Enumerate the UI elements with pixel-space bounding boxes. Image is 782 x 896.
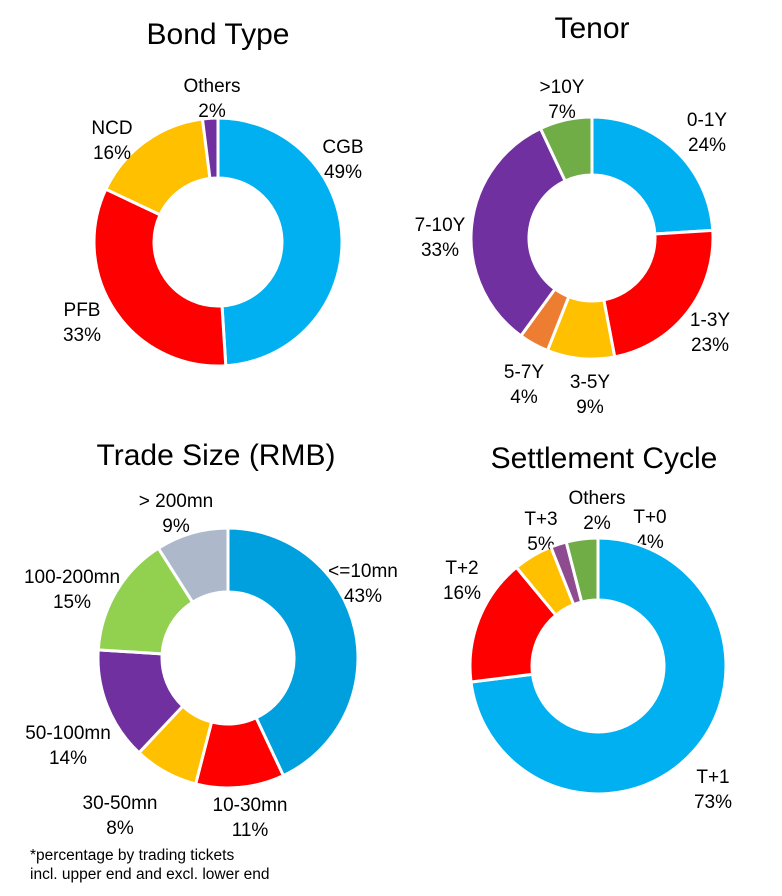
footnote-line-2: incl. upper end and excl. lower end [30, 866, 270, 883]
trade-size-label-10mn: <=10mn 43% [328, 561, 398, 607]
tenor-slice-1-3y [602, 228, 715, 359]
bond-type-title: Bond Type [147, 18, 290, 51]
trade-size-slice-200mn [156, 526, 230, 605]
bond-type-chart: Bond Type CGB 49% PFB 33% NCD 16% Others 2% [63, 18, 364, 368]
bond-type-label-pfb: PFB 33% [63, 300, 101, 346]
tenor-label-1-3y: 1-3Y 23% [690, 310, 730, 356]
trade-size-title: Trade Size (RMB) [97, 439, 336, 472]
bond-type-label-others: Others 2% [183, 76, 240, 122]
tenor-label-5-7y: 5-7Y 4% [504, 362, 544, 408]
footnote-line-1: *percentage by trading tickets [30, 847, 235, 864]
tenor-label-10y: >10Y 7% [540, 77, 585, 123]
footnote: *percentage by trading tickets incl. upp… [30, 846, 270, 884]
tenor-chart: Tenor 0-1Y 24% 1-3Y 23% 3-5Y 9% 5-7Y 4% 7-10Y 33% >… [415, 12, 731, 418]
settlement-cycle-title: Settlement Cycle [491, 442, 718, 475]
tenor-slice-7-10y [469, 126, 568, 338]
settlement-cycle-chart: Settlement Cycle T+0 4% T+1 73% T+2 16% T+3 5% Ot… [443, 442, 732, 813]
tenor-title: Tenor [554, 12, 629, 45]
tenor-label-7-10y: 7-10Y 33% [415, 215, 466, 261]
bond-type-slice-others [200, 116, 220, 181]
trade-size-label-10-30mn: 10-30mn 11% [213, 795, 288, 841]
bond-type-label-ncd: NCD 16% [91, 118, 132, 164]
settlement-cycle-label-others: Others 2% [568, 488, 625, 534]
tenor-label-0-1y: 0-1Y 24% [687, 110, 727, 156]
trade-size-label-50-100mn: 50-100mn 14% [25, 723, 111, 769]
tenor-label-3-5y: 3-5Y 9% [570, 372, 610, 418]
trade-size-chart: Trade Size (RMB) <=10mn 43% 10-30mn 11% 30-50… [24, 439, 398, 841]
settlement-cycle-label-t-0: T+0 4% [633, 507, 666, 553]
bond-type-label-cgb: CGB 49% [322, 137, 363, 183]
bond-type-slice-pfb [92, 187, 228, 368]
tenor-slice-10y [538, 115, 594, 183]
trade-size-label-200mn: > 200mn 9% [139, 491, 213, 537]
settlement-cycle-label-t-3: T+3 5% [524, 509, 557, 555]
tenor-slice-0-1y [590, 115, 715, 236]
trade-size-label-100-200mn: 100-200mn 15% [24, 567, 120, 613]
trade-size-slice-10mn [226, 526, 360, 778]
trade-size-label-30-50mn: 30-50mn 8% [83, 793, 158, 839]
settlement-cycle-label-t-1: T+1 73% [694, 767, 732, 813]
bond-type-slice-cgb [216, 116, 344, 368]
settlement-cycle-label-t-2: T+2 16% [443, 558, 481, 604]
settlement-cycle-slice-others [548, 540, 584, 607]
settlement-cycle-slice-t-1 [469, 536, 728, 796]
